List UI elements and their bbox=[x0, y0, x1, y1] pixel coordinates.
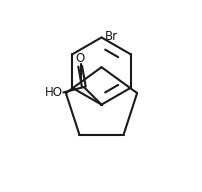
Text: Br: Br bbox=[104, 30, 117, 43]
Text: HO: HO bbox=[44, 86, 62, 99]
Text: O: O bbox=[75, 52, 84, 65]
